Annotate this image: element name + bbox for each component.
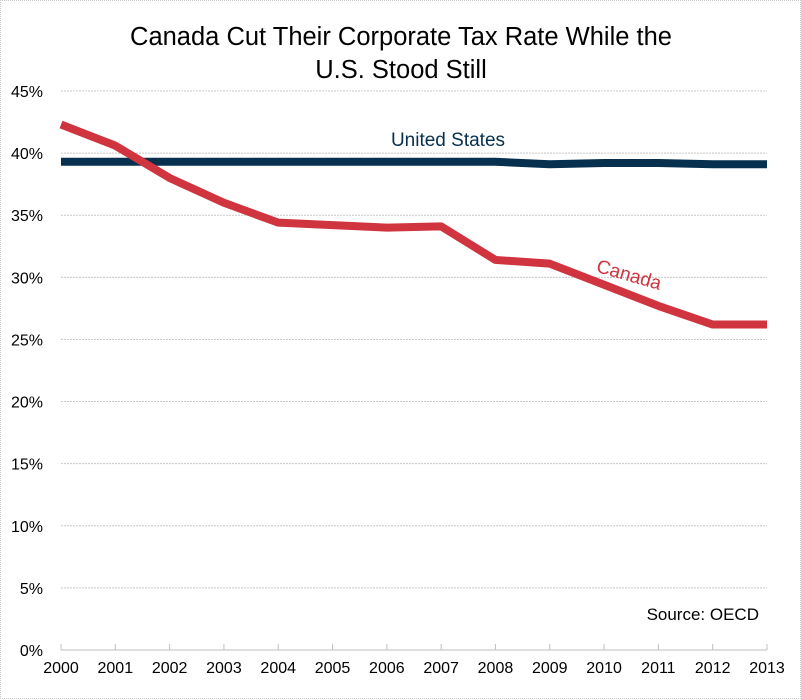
x-tick-label: 2013: [749, 660, 785, 677]
y-tick-label: 20%: [11, 395, 43, 412]
series-label-united-states: United States: [391, 130, 505, 151]
gridlines: [61, 90, 767, 589]
series-line-canada: [59, 120, 767, 329]
chart-title-line-2: U.S. Stood Still: [315, 56, 487, 84]
x-tick-label: 2009: [532, 660, 568, 677]
chart-title-line-1: Canada Cut Their Corporate Tax Rate Whil…: [130, 23, 672, 51]
x-tick-label: 2006: [369, 660, 405, 677]
x-tick-label: 2007: [423, 660, 459, 677]
y-tick-label: 40%: [11, 146, 43, 163]
series-line-united-states: [61, 157, 767, 169]
x-axis: 2000 2001 2002 2003 2004 2005 2006 2007 2008 2009…: [43, 644, 785, 677]
source-note: Source: OECD: [647, 605, 759, 624]
x-tick-label: 2004: [260, 660, 296, 677]
series-lines: [59, 120, 767, 329]
x-tick-label: 2010: [586, 660, 622, 677]
x-tick-label: 2001: [98, 660, 134, 677]
x-tick-label: 2011: [641, 660, 676, 677]
y-tick-label: 0%: [20, 643, 43, 660]
y-tick-label: 15%: [11, 457, 43, 474]
y-tick-label: 45%: [11, 84, 43, 101]
x-tick-label: 2000: [43, 660, 79, 677]
x-tick-label: 2003: [206, 660, 242, 677]
y-axis-tick-labels: 0% 5% 10% 15% 20% 25% 30% 35% 40% 45%: [11, 84, 43, 660]
y-tick-label: 5%: [20, 581, 43, 598]
y-tick-label: 10%: [11, 519, 43, 536]
x-tick-label: 2008: [478, 660, 514, 677]
y-tick-label: 25%: [11, 332, 43, 349]
x-tick-label: 2005: [315, 660, 351, 677]
y-tick-label: 30%: [11, 270, 43, 287]
x-tick-label: 2012: [695, 660, 731, 677]
y-tick-label: 35%: [11, 208, 43, 225]
x-tick-label: 2002: [152, 660, 188, 677]
